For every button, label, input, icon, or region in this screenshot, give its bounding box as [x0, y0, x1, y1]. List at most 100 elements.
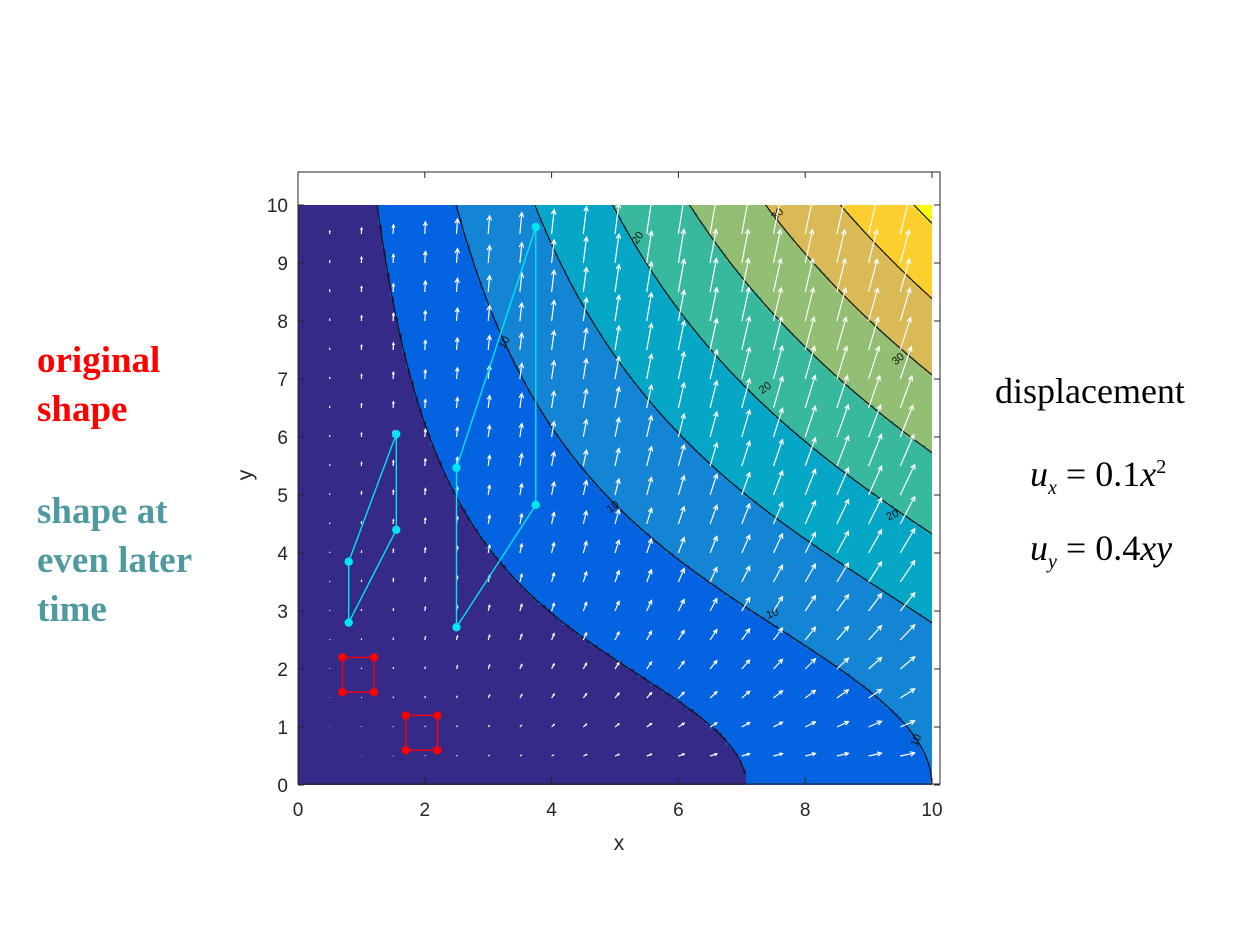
contour-cell: [346, 461, 351, 466]
contour-cell: [358, 689, 363, 694]
contour-cell: [402, 509, 407, 514]
contour-cell: [430, 325, 435, 330]
contour-cell: [362, 317, 367, 322]
contour-cell: [374, 233, 379, 238]
contour-cell: [390, 737, 395, 742]
contour-cell: [426, 469, 431, 474]
contour-cell: [426, 769, 431, 774]
contour-cell: [398, 617, 403, 622]
contour-cell: [358, 645, 363, 650]
contour-cell: [426, 461, 431, 466]
contour-cell: [422, 497, 427, 502]
contour-cell: [370, 729, 375, 734]
contour-cell: [418, 773, 423, 778]
contour-cell: [334, 249, 339, 254]
contour-cell: [302, 733, 307, 738]
contour-cell: [394, 645, 399, 650]
contour-cell: [306, 641, 311, 646]
contour-cell: [434, 297, 439, 302]
contour-cell: [410, 629, 415, 634]
contour-cell: [378, 249, 383, 254]
contour-cell: [378, 773, 383, 778]
contour-cell: [422, 245, 427, 250]
contour-cell: [310, 689, 315, 694]
contour-cell: [338, 209, 343, 214]
contour-cell: [306, 273, 311, 278]
contour-cell: [386, 381, 391, 386]
contour-cell: [362, 513, 367, 518]
contour-cell: [390, 269, 395, 274]
contour-cell: [330, 721, 335, 726]
contour-cell: [370, 445, 375, 450]
contour-cell: [330, 409, 335, 414]
contour-cell: [366, 521, 371, 526]
contour-cell: [382, 537, 387, 542]
contour-cell: [322, 649, 327, 654]
contour-cell: [398, 577, 403, 582]
contour-cell: [326, 781, 331, 785]
contour-cell: [426, 493, 431, 498]
contour-cell: [338, 285, 343, 290]
contour-cell: [402, 229, 407, 234]
contour-cell: [346, 293, 351, 298]
contour-cell: [398, 745, 403, 750]
contour-cell: [402, 505, 407, 510]
contour-cell: [418, 461, 423, 466]
contour-cell: [414, 645, 419, 650]
contour-cell: [362, 725, 367, 730]
contour-cell: [370, 209, 375, 214]
contour-cell: [378, 593, 383, 598]
contour-cell: [358, 249, 363, 254]
contour-cell: [314, 413, 319, 418]
contour-cell: [298, 209, 303, 214]
contour-cell: [370, 269, 375, 274]
contour-cell: [298, 453, 303, 458]
contour-cell: [430, 617, 435, 622]
contour-cell: [426, 349, 431, 354]
contour-cell: [410, 569, 415, 574]
contour-cell: [302, 569, 307, 574]
contour-cell: [310, 693, 315, 698]
contour-cell: [394, 649, 399, 654]
contour-cell: [322, 305, 327, 310]
contour-cell: [366, 517, 371, 522]
contour-cell: [402, 389, 407, 394]
contour-cell: [330, 305, 335, 310]
contour-cell: [386, 661, 391, 666]
contour-cell: [426, 237, 431, 242]
contour-cell: [370, 485, 375, 490]
contour-cell: [342, 429, 347, 434]
contour-cell: [314, 553, 319, 558]
contour-cell: [398, 557, 403, 562]
contour-cell: [322, 705, 327, 710]
contour-cell: [334, 481, 339, 486]
contour-cell: [306, 317, 311, 322]
contour-cell: [322, 577, 327, 582]
contour-cell: [322, 209, 327, 214]
contour-cell: [326, 233, 331, 238]
contour-cell: [310, 397, 315, 402]
contour-cell: [394, 569, 399, 574]
contour-cell: [374, 573, 379, 578]
contour-cell: [374, 473, 379, 478]
contour-cell: [422, 701, 427, 706]
contour-cell: [346, 265, 351, 270]
contour-cell: [314, 373, 319, 378]
contour-cell: [386, 761, 391, 766]
contour-cell: [330, 505, 335, 510]
contour-cell: [334, 229, 339, 234]
contour-cell: [306, 501, 311, 506]
contour-cell: [358, 229, 363, 234]
contour-cell: [418, 405, 423, 410]
contour-cell: [382, 665, 387, 670]
contour-cell: [402, 433, 407, 438]
contour-cell: [330, 425, 335, 430]
contour-cell: [302, 441, 307, 446]
contour-cell: [374, 477, 379, 482]
contour-cell: [422, 481, 427, 486]
contour-cell: [414, 549, 419, 554]
contour-cell: [298, 409, 303, 414]
contour-cell: [298, 637, 303, 642]
contour-cell: [410, 781, 415, 785]
contour-cell: [378, 549, 383, 554]
